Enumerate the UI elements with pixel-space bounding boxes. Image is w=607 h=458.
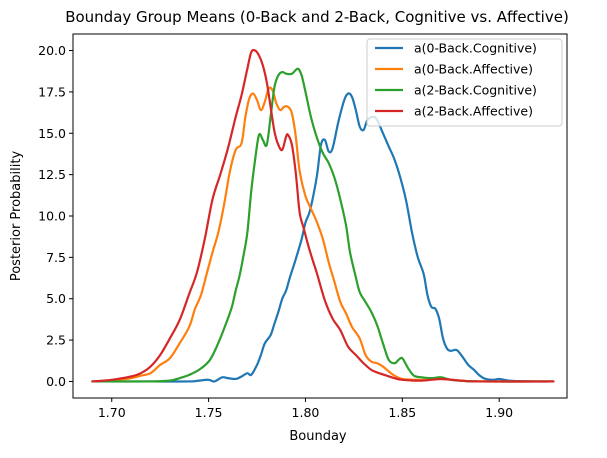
x-tick-label: 1.85 [388,405,416,420]
y-tick-label: 17.5 [38,84,66,99]
y-tick-label: 0.0 [46,374,66,389]
legend-frame [366,38,563,127]
y-tick-label: 7.5 [46,250,66,265]
x-tick-label: 1.80 [292,405,320,420]
series-line-3 [91,67,555,383]
legend-label: a(0-Back.Cognitive) [414,41,537,56]
y-tick-label: 5.0 [46,291,66,306]
y-tick-label: 10.0 [38,209,66,224]
legend-label: a(2-Back.Cognitive) [414,83,537,98]
series-layer [91,48,555,383]
y-axis: 0.0 2.5 5.0 7.5 10.0 12.5 15.0 17.5 20.0 [38,43,73,389]
x-axis: 1.70 1.75 1.80 1.85 1.90 [98,398,513,420]
series-line-4 [91,48,555,383]
chart-title: Bounday Group Means (0-Back and 2-Back, … [65,8,569,26]
legend: a(0-Back.Cognitive) a(0-Back.Affective) a(… [366,38,563,127]
y-tick-label: 12.5 [38,167,66,182]
legend-label: a(2-Back.Affective) [414,104,533,119]
y-tick-label: 15.0 [38,126,66,141]
series-line-1 [91,92,555,383]
x-tick-label: 1.90 [485,405,513,420]
legend-label: a(0-Back.Affective) [414,62,533,77]
x-tick-label: 1.75 [195,405,223,420]
y-axis-label: Posterior Probability [9,151,24,282]
x-axis-label: Bounday [289,429,347,444]
y-tick-label: 20.0 [38,43,66,58]
x-tick-label: 1.70 [98,405,126,420]
y-tick-label: 2.5 [46,333,66,348]
series-line-2 [91,86,555,383]
